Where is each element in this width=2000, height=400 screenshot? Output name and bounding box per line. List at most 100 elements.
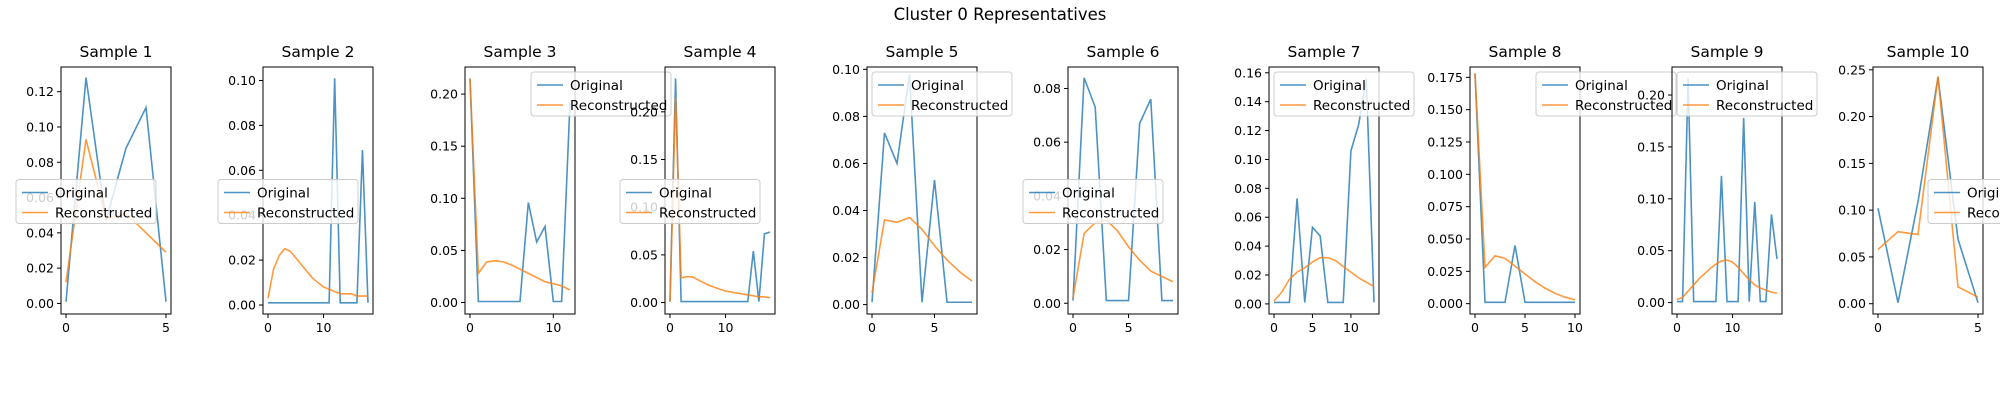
x-tick-label: 5 xyxy=(1125,320,1133,335)
y-tick-label: 0.175 xyxy=(1427,70,1463,85)
y-tick-label: 0.16 xyxy=(1234,65,1262,80)
subplot-7: Sample 7 0.00 0.02 0.04 0.06 0.08 0.10 0.12 0.14… xyxy=(1234,43,1415,335)
y-tick-label: 0.00 xyxy=(26,296,54,311)
series-line-reconstructed xyxy=(1072,219,1174,299)
y-tick-label: 0.15 xyxy=(1637,139,1665,154)
legend: Original Reconstructed xyxy=(871,71,1013,117)
y-tick-label: 0.06 xyxy=(1033,135,1061,150)
series-line-reconstructed xyxy=(1877,76,1979,298)
x-tick-label: 10 xyxy=(316,320,332,335)
y-tick-label: 0.04 xyxy=(1234,239,1262,254)
x-tick-label: 5 xyxy=(1308,320,1316,335)
y-tick-label: 0.20 xyxy=(630,104,658,119)
y-tick-label: 0.20 xyxy=(1637,88,1665,103)
x-tick-label: 0 xyxy=(868,320,876,335)
y-tick-label: 0.25 xyxy=(1838,62,1866,77)
y-tick-label: 0.05 xyxy=(1838,249,1866,264)
legend-box xyxy=(1273,71,1415,117)
legend: Original Reconstructed xyxy=(217,179,359,224)
legend: Original Reconstructed xyxy=(530,71,672,117)
legend: Original Reconstructed xyxy=(15,179,157,224)
legend-label: Original xyxy=(570,78,623,94)
series-line-original xyxy=(871,73,972,304)
series-line-original xyxy=(1677,78,1778,303)
axes-frame xyxy=(866,66,978,315)
legend-label: Reconstructed xyxy=(1313,98,1410,114)
y-tick-label: 0.10 xyxy=(26,119,54,134)
x-tick-label: 5 xyxy=(931,320,939,335)
y-tick-label: 0.08 xyxy=(1033,81,1061,96)
series-line-reconstructed xyxy=(267,247,368,299)
legend-label: Reconstructed xyxy=(1575,98,1672,114)
series-line-original xyxy=(669,78,771,303)
y-tick-label: 0.12 xyxy=(1234,123,1262,138)
subplot-6: Sample 60.000.020.040.060.0805OriginalRe… xyxy=(1022,43,1179,335)
subplot-9: Sample 9 0.00 0.05 0.10 0.15 0.20 0 10 Original R… xyxy=(1637,43,1818,335)
subplot-2: Sample 20.000.020.040.060.080.10010Origi… xyxy=(217,43,374,335)
y-tick-label: 0.00 xyxy=(430,295,458,310)
y-tick-label: 0.000 xyxy=(1427,296,1463,311)
x-tick-label: 10 xyxy=(545,320,561,335)
subplot-3: Sample 3 0.00 0.05 0.10 0.15 0.20 0 10 Original R… xyxy=(430,43,672,335)
subplot-1: Sample 10.000.020.040.060.080.100.1205Or… xyxy=(15,43,172,335)
x-tick-label: 10 xyxy=(1343,320,1359,335)
y-tick-label: 0.08 xyxy=(228,118,256,133)
figure-title: Cluster 0 Representatives xyxy=(894,5,1107,24)
y-tick-label: 0.06 xyxy=(1234,210,1262,225)
y-tick-label: 0.06 xyxy=(228,163,256,178)
legend: Original Reconstructed xyxy=(1676,71,1818,117)
y-tick-label: 0.20 xyxy=(430,87,458,102)
axes-frame xyxy=(1268,66,1380,315)
subplot-5: Sample 5 0.00 0.02 0.04 0.06 0.08 0.10 0 5 Origin… xyxy=(832,43,1013,335)
x-tick-label: 5 xyxy=(1974,320,1982,335)
y-tick-label: 0.150 xyxy=(1427,102,1463,117)
x-tick-label: 0 xyxy=(264,320,272,335)
x-tick-label: 0 xyxy=(62,320,70,335)
y-tick-label: 0.00 xyxy=(1234,296,1262,311)
subplot-title: Sample 4 xyxy=(684,43,757,61)
x-tick-label: 10 xyxy=(718,320,734,335)
legend-box xyxy=(871,71,1013,117)
x-tick-label: 10 xyxy=(1725,320,1741,335)
x-tick-label: 5 xyxy=(162,320,170,335)
legend-label: Reconstructed xyxy=(1062,206,1159,222)
y-tick-label: 0.02 xyxy=(1033,242,1061,257)
subplot-title: Sample 10 xyxy=(1887,43,1970,61)
subplot-title: Sample 3 xyxy=(484,43,557,61)
y-tick-label: 0.06 xyxy=(832,156,860,171)
subplot-10: Sample 10 0.00 0.05 0.10 0.15 0.20 0.25 0 5 Origi… xyxy=(1838,43,2000,335)
series-line-original xyxy=(1274,78,1375,304)
y-tick-label: 0.05 xyxy=(430,243,458,258)
legend-label: Reconstructed xyxy=(55,206,152,222)
legend: Original Reconstructed xyxy=(1535,71,1677,117)
legend-label: Original xyxy=(659,186,712,202)
y-tick-label: 0.100 xyxy=(1427,167,1463,182)
y-tick-label: 0.08 xyxy=(832,109,860,124)
x-tick-label: 0 xyxy=(1270,320,1278,335)
legend-label: Original xyxy=(1062,186,1115,202)
y-tick-label: 0.00 xyxy=(630,295,658,310)
y-tick-label: 0.15 xyxy=(430,139,458,154)
axes-frame xyxy=(1671,66,1783,315)
x-tick-label: 0 xyxy=(1069,320,1077,335)
legend: Original Reconstructed xyxy=(1927,179,2000,224)
x-tick-label: 0 xyxy=(466,320,474,335)
x-tick-label: 5 xyxy=(1521,320,1529,335)
y-tick-label: 0.125 xyxy=(1427,135,1463,150)
y-tick-label: 0.02 xyxy=(832,250,860,265)
y-tick-label: 0.05 xyxy=(1637,243,1665,258)
legend-label: Reconstructed xyxy=(1967,206,2000,222)
legend-label: Original xyxy=(257,186,310,202)
y-tick-label: 0.00 xyxy=(832,297,860,312)
x-tick-label: 0 xyxy=(1673,320,1681,335)
legend-label: Original xyxy=(911,78,964,94)
y-tick-label: 0.10 xyxy=(228,73,256,88)
y-tick-label: 0.15 xyxy=(1838,156,1866,171)
y-tick-label: 0.02 xyxy=(1234,268,1262,283)
y-tick-label: 0.04 xyxy=(832,203,860,218)
y-tick-label: 0.20 xyxy=(1838,109,1866,124)
y-tick-label: 0.12 xyxy=(26,84,54,99)
y-tick-label: 0.050 xyxy=(1427,231,1463,246)
series-line-original xyxy=(268,78,369,304)
